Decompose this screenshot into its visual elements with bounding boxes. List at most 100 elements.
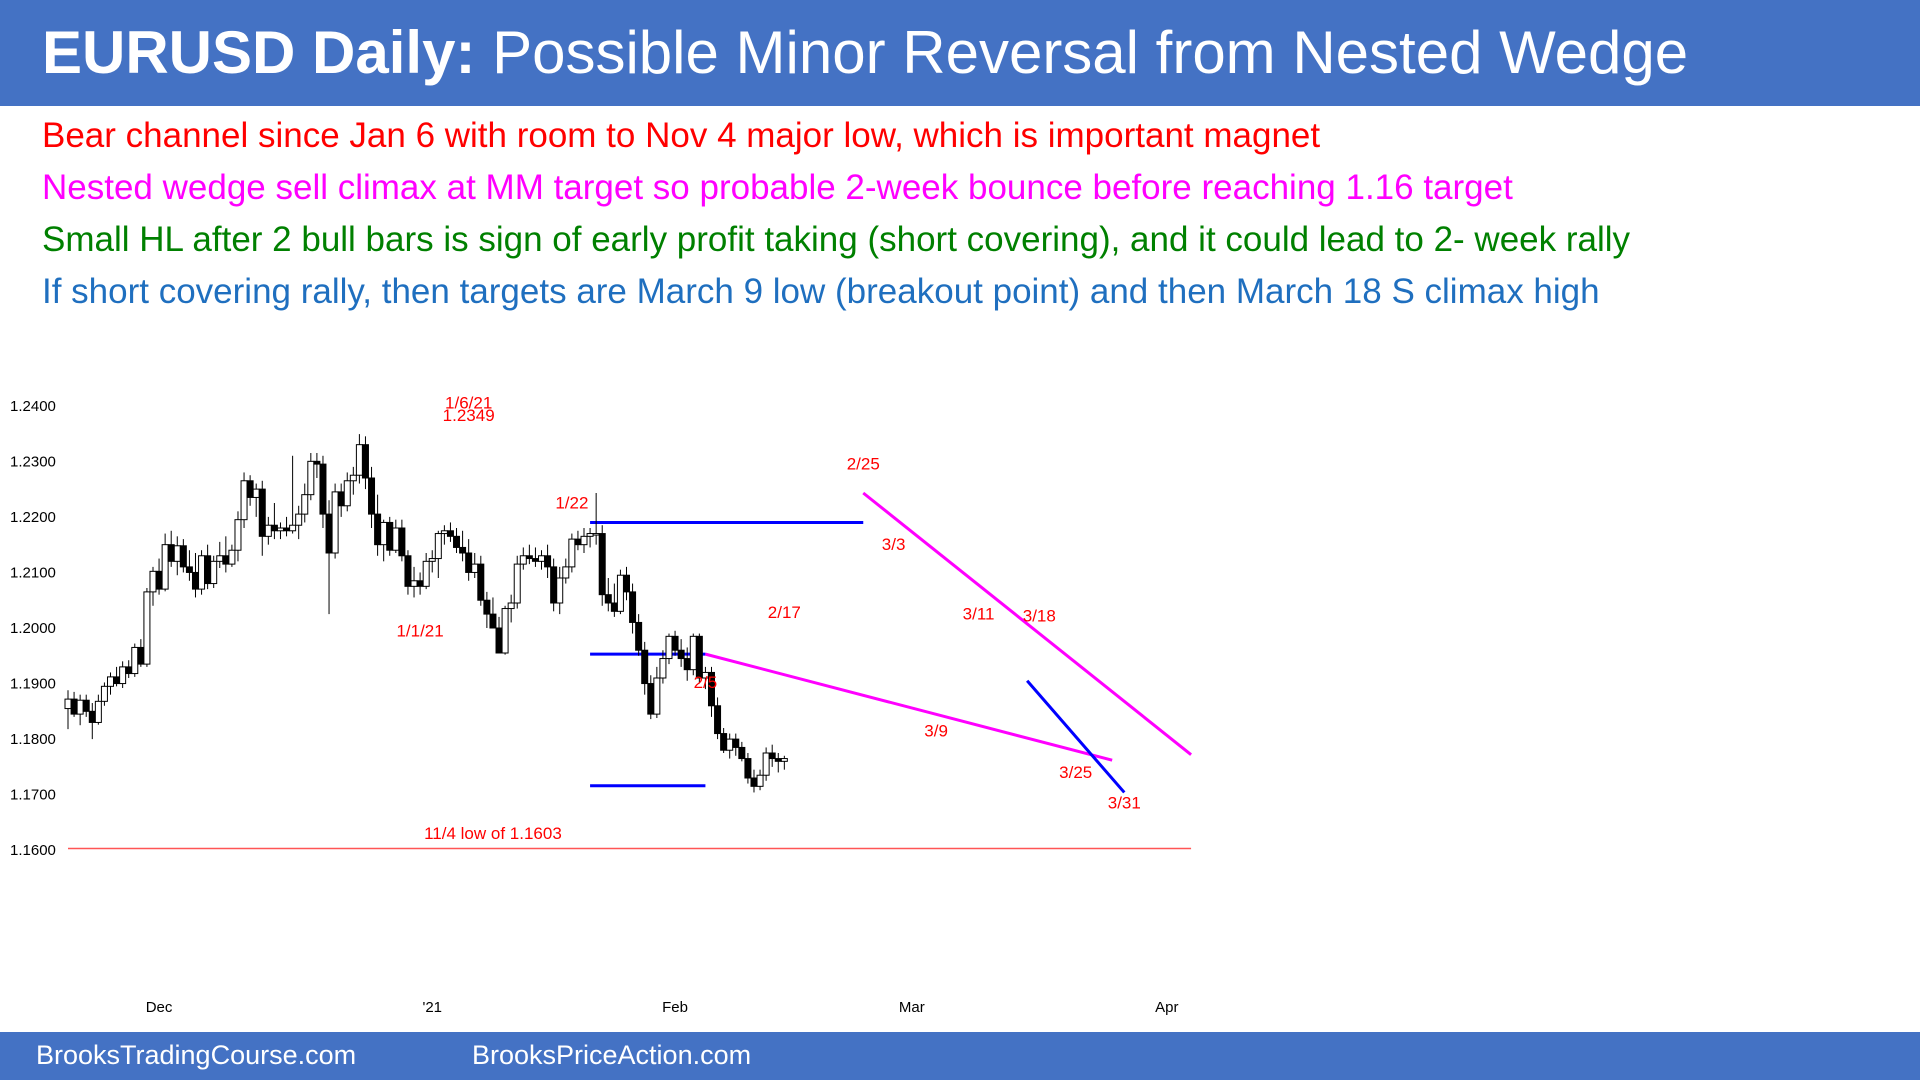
candle-body xyxy=(707,671,715,707)
candle-body xyxy=(744,758,752,779)
chart-annotation: 11/4 low of 1.1603 xyxy=(424,824,562,843)
candle-body xyxy=(774,758,782,762)
candle-body xyxy=(191,571,199,590)
candle-body xyxy=(246,480,254,498)
y-tick-label: 1.1800 xyxy=(10,731,56,748)
footer-left-link[interactable]: BrooksTradingCourse.com xyxy=(36,1040,357,1070)
chart-annotation: 3/9 xyxy=(924,721,948,740)
title-subject: Possible Minor Reversal from Nested Wedg… xyxy=(475,19,1689,86)
footer-right-link[interactable]: BrooksPriceAction.com xyxy=(472,1040,752,1070)
y-tick-label: 1.2100 xyxy=(10,564,56,581)
candle-body xyxy=(222,555,230,565)
candle-body xyxy=(592,533,600,536)
candle-body xyxy=(538,555,546,562)
candle-body xyxy=(88,710,96,723)
candle-body xyxy=(635,621,643,651)
candle-body xyxy=(173,545,181,562)
candle-body xyxy=(519,555,527,565)
candle-body xyxy=(100,685,108,702)
candle-body xyxy=(683,658,691,671)
candle-body xyxy=(574,538,582,546)
candle-body xyxy=(70,698,78,715)
chart-annotation: 1.2349 xyxy=(443,406,495,425)
chart-annotation: 2/5 xyxy=(694,673,718,692)
candle-body xyxy=(738,746,746,760)
candle-body xyxy=(556,577,564,604)
candle-body xyxy=(143,591,151,665)
y-tick-label: 1.2000 xyxy=(10,620,56,637)
candle-body xyxy=(689,635,697,671)
candle-body xyxy=(726,738,734,751)
nested-wedge-trendline xyxy=(1026,679,1126,794)
candle-body xyxy=(252,488,260,498)
note-small-hl: Small HL after 2 bull bars is sign of ea… xyxy=(42,220,1631,259)
candle-body xyxy=(161,544,169,590)
candle-body xyxy=(604,594,612,604)
page-title: EURUSD Daily: Possible Minor Reversal fr… xyxy=(42,16,1688,90)
candle-body xyxy=(410,580,418,587)
candle-body xyxy=(398,527,406,557)
candle-body xyxy=(446,530,454,537)
candle-body xyxy=(756,774,764,787)
y-tick-label: 1.2200 xyxy=(10,509,56,526)
candle-body xyxy=(106,676,114,687)
candle-body xyxy=(301,494,309,515)
candle-body xyxy=(525,555,533,560)
candle-body xyxy=(629,591,637,623)
candle-body xyxy=(677,649,685,660)
chart-annotation: 3/3 xyxy=(882,535,906,554)
candle-body xyxy=(623,574,630,593)
x-tick-label: Dec xyxy=(146,999,173,1016)
x-tick-label: '21 xyxy=(422,999,442,1016)
candle-body xyxy=(137,646,145,665)
chart-annotation: 1/6/21 xyxy=(445,394,492,413)
y-tick-label: 1.1900 xyxy=(10,676,56,693)
candle-body xyxy=(489,613,497,629)
y-tick-label: 1.2400 xyxy=(10,398,56,415)
x-tick-label: Apr xyxy=(1155,999,1178,1016)
candle-body xyxy=(355,444,363,476)
candle-body xyxy=(113,676,121,685)
candle-body xyxy=(313,460,321,465)
candle-body xyxy=(550,566,558,604)
x-tick-label: Feb xyxy=(662,999,688,1016)
candle-body xyxy=(471,563,479,573)
candle-body xyxy=(270,524,278,532)
candle-body xyxy=(768,752,776,760)
candle-body xyxy=(750,777,758,787)
y-tick-label: 1.1600 xyxy=(10,842,56,859)
candle-body xyxy=(659,658,667,679)
candle-body xyxy=(64,698,72,710)
candle-body xyxy=(94,700,102,723)
candle-body xyxy=(513,563,521,604)
candle-body xyxy=(283,527,291,532)
note-nested-wedge: Nested wedge sell climax at MM target so… xyxy=(42,168,1513,207)
candle-body xyxy=(331,491,339,554)
candle-body xyxy=(440,530,448,535)
candle-body xyxy=(544,555,552,568)
chart-annotation: 2/25 xyxy=(847,455,880,474)
candle-body xyxy=(459,546,467,554)
candle-body xyxy=(495,627,503,654)
candle-body xyxy=(507,602,515,610)
chart-annotation: 3/31 xyxy=(1108,794,1141,813)
chart-annotation: 1/22 xyxy=(555,494,588,513)
candle-body xyxy=(325,513,333,554)
y-tick-label: 1.1700 xyxy=(10,787,56,804)
candle-body xyxy=(647,683,655,715)
candle-body xyxy=(380,521,388,546)
candle-body xyxy=(453,535,461,548)
candle-body xyxy=(179,545,187,568)
candle-body xyxy=(155,570,163,590)
candle-body xyxy=(295,513,303,526)
candle-body xyxy=(714,705,722,735)
candle-body xyxy=(428,558,436,562)
candle-body xyxy=(119,666,127,685)
candle-body xyxy=(368,477,376,515)
candle-body xyxy=(531,558,539,562)
candle-body xyxy=(404,555,412,587)
candle-body xyxy=(125,666,133,675)
candle-body xyxy=(264,524,272,537)
candle-body xyxy=(671,635,679,651)
candle-body xyxy=(580,535,588,546)
